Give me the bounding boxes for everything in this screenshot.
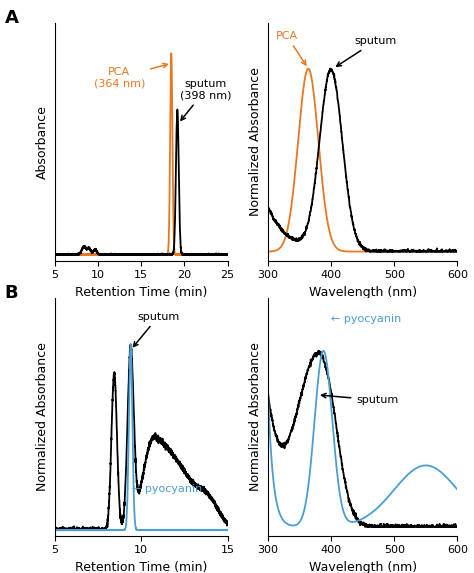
X-axis label: Wavelength (nm): Wavelength (nm) (309, 286, 417, 299)
Text: PCA: PCA (276, 31, 306, 65)
Text: sputum: sputum (337, 36, 396, 66)
Text: PCA
(364 nm): PCA (364 nm) (94, 64, 167, 88)
Text: ← pyocyanin: ← pyocyanin (331, 314, 401, 324)
X-axis label: Wavelength (nm): Wavelength (nm) (309, 561, 417, 573)
Y-axis label: Normalized Absorbance: Normalized Absorbance (36, 343, 49, 491)
Text: A: A (5, 9, 18, 26)
X-axis label: Retention Time (min): Retention Time (min) (75, 286, 207, 299)
Y-axis label: Normalized Absorbance: Normalized Absorbance (249, 343, 262, 491)
Y-axis label: Normalized Absorbance: Normalized Absorbance (249, 68, 262, 216)
Y-axis label: Absorbance: Absorbance (36, 105, 49, 179)
X-axis label: Retention Time (min): Retention Time (min) (75, 561, 207, 573)
Text: sputum
(398 nm): sputum (398 nm) (180, 79, 232, 120)
Text: sputum: sputum (321, 394, 399, 405)
Text: B: B (5, 284, 18, 301)
Text: sputum: sputum (134, 312, 180, 347)
Text: ← pyocyanin: ← pyocyanin (132, 484, 202, 494)
